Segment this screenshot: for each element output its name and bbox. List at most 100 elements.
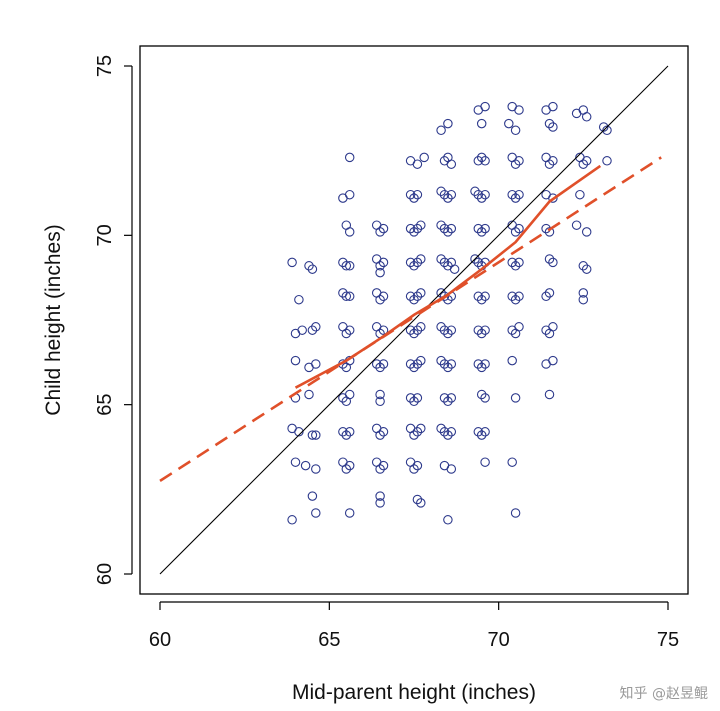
data-point bbox=[578, 288, 589, 298]
data-point bbox=[341, 362, 352, 373]
data-point bbox=[507, 189, 517, 200]
data-point bbox=[375, 491, 385, 501]
data-point bbox=[375, 389, 385, 400]
data-point bbox=[436, 220, 446, 230]
data-point bbox=[581, 264, 592, 274]
data-point bbox=[311, 464, 321, 474]
data-point bbox=[436, 125, 446, 136]
x-tick-label: 70 bbox=[488, 629, 510, 651]
data-point bbox=[443, 152, 453, 163]
data-point bbox=[473, 291, 484, 302]
data-point bbox=[480, 325, 490, 335]
data-point bbox=[300, 460, 311, 471]
data-point bbox=[544, 254, 555, 264]
data-point bbox=[439, 393, 450, 403]
data-point bbox=[375, 261, 385, 271]
data-point bbox=[470, 254, 480, 264]
data-point bbox=[287, 515, 297, 525]
data-point bbox=[307, 264, 318, 274]
x-axis: 60 65 70 75 bbox=[149, 601, 679, 651]
data-point bbox=[344, 325, 355, 335]
data-point bbox=[507, 291, 517, 302]
data-point bbox=[307, 430, 318, 440]
data-point bbox=[436, 288, 446, 298]
watermark: 知乎 @赵昱鲲 bbox=[619, 686, 708, 702]
data-point bbox=[307, 491, 318, 501]
data-point bbox=[473, 189, 484, 200]
data-point bbox=[504, 118, 514, 129]
data-point bbox=[480, 189, 490, 200]
data-point bbox=[544, 389, 555, 400]
data-point bbox=[581, 156, 592, 166]
data-point bbox=[514, 105, 524, 115]
data-point bbox=[602, 125, 612, 136]
data-point bbox=[344, 152, 355, 163]
data-point bbox=[510, 328, 521, 339]
data-point bbox=[409, 396, 419, 407]
data-point bbox=[443, 118, 453, 129]
y-tick-label: 70 bbox=[94, 224, 116, 246]
data-point bbox=[412, 460, 423, 471]
data-point bbox=[416, 288, 426, 298]
data-point bbox=[507, 257, 517, 268]
data-point bbox=[548, 122, 558, 132]
data-point bbox=[405, 325, 416, 335]
data-point bbox=[341, 396, 352, 407]
data-point bbox=[476, 152, 487, 163]
data-point bbox=[341, 261, 352, 271]
data-point bbox=[514, 223, 524, 234]
y-tick-label: 60 bbox=[94, 563, 116, 585]
data-point bbox=[409, 464, 419, 474]
data-point bbox=[375, 430, 385, 440]
data-point bbox=[480, 223, 490, 234]
data-point bbox=[375, 362, 385, 373]
x-tick-label: 75 bbox=[657, 629, 679, 651]
data-point bbox=[476, 362, 487, 373]
data-point bbox=[598, 122, 609, 132]
data-point bbox=[514, 291, 524, 302]
data-point bbox=[507, 355, 517, 366]
data-point bbox=[480, 359, 490, 369]
data-point bbox=[439, 223, 450, 234]
data-point bbox=[375, 294, 385, 305]
data-point bbox=[412, 359, 423, 369]
data-point bbox=[371, 359, 382, 369]
data-point bbox=[436, 322, 446, 332]
data-point bbox=[470, 186, 480, 197]
data-point bbox=[436, 423, 446, 434]
data-point bbox=[412, 325, 423, 335]
data-point bbox=[544, 288, 555, 298]
data-point bbox=[419, 152, 429, 163]
data-point bbox=[446, 464, 457, 474]
data-point bbox=[473, 325, 484, 335]
data-point bbox=[341, 464, 352, 474]
data-point bbox=[311, 359, 321, 369]
data-point bbox=[480, 427, 490, 437]
data-point bbox=[449, 264, 460, 274]
data-point bbox=[473, 223, 484, 234]
data-point bbox=[473, 427, 484, 437]
data-point bbox=[480, 291, 490, 302]
x-tick-label: 60 bbox=[149, 629, 171, 651]
data-point bbox=[405, 393, 416, 403]
data-point bbox=[436, 355, 446, 366]
data-point bbox=[344, 261, 355, 271]
data-point bbox=[412, 223, 423, 234]
data-point bbox=[409, 294, 419, 305]
data-point bbox=[507, 457, 517, 467]
data-point bbox=[338, 427, 348, 437]
data-point bbox=[344, 189, 355, 200]
data-point bbox=[436, 254, 446, 264]
data-point bbox=[341, 291, 352, 302]
regression-line bbox=[159, 156, 662, 482]
data-point bbox=[581, 227, 592, 237]
data-point bbox=[344, 427, 355, 437]
data-point bbox=[548, 355, 558, 366]
data-point bbox=[476, 294, 487, 305]
data-point bbox=[409, 362, 419, 373]
x-tick-label: 65 bbox=[318, 629, 340, 651]
data-point bbox=[412, 393, 423, 403]
data-point bbox=[443, 515, 453, 525]
data-point bbox=[416, 355, 426, 366]
